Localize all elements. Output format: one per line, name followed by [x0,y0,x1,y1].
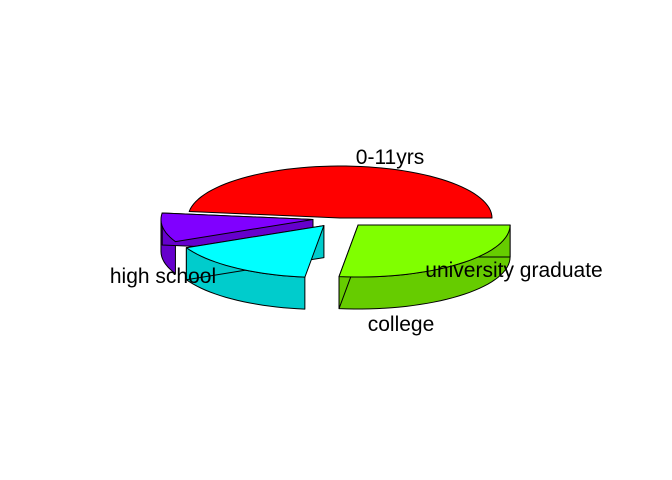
slice-label: 0-11yrs [356,146,424,169]
pie-slice-top [188,165,493,219]
slice-label: university graduate [425,259,602,282]
pie-slice-top [160,212,314,243]
pie-slice-0-11yrs [188,165,493,219]
pie-top-layer [160,165,511,310]
pie-slice-top [338,224,511,278]
pie-label-layer: 0-11yrs university graduate college high sc… [110,146,603,336]
slice-label: college [368,313,435,336]
slice-label: high school [110,265,216,288]
pie-slice-top [185,225,325,278]
pie-slice-high-school [338,224,511,310]
pie-slice-college [185,225,325,310]
